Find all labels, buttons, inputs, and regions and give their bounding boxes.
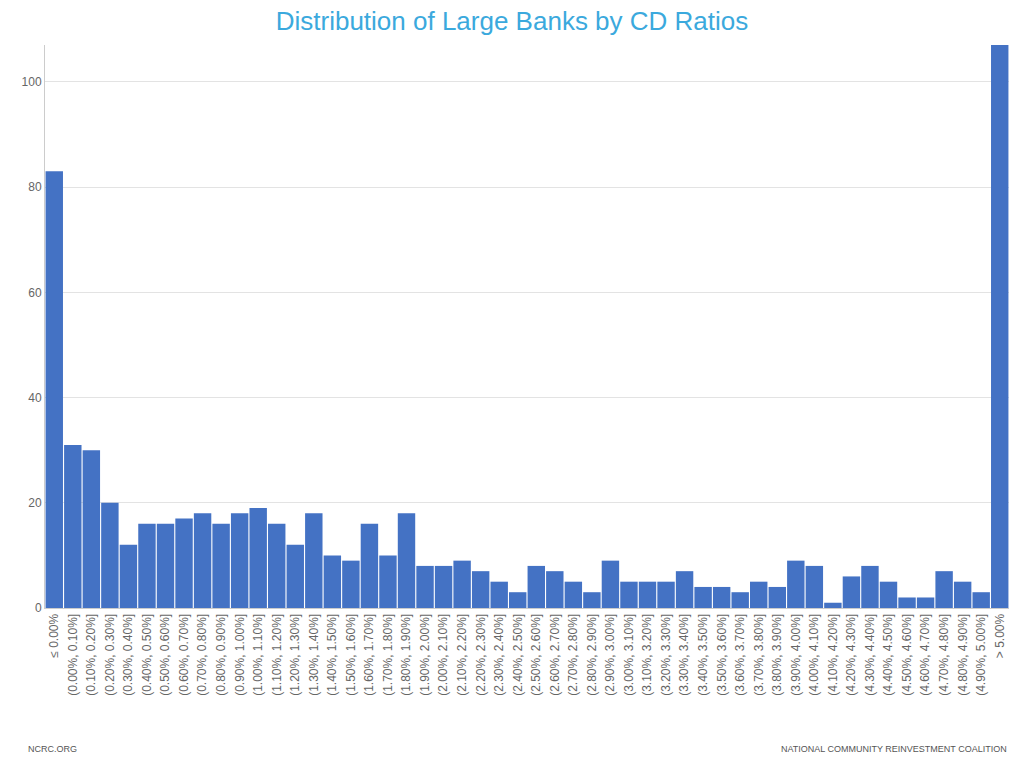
svg-text:(3.50%, 3.60%]: (3.50%, 3.60%] [715, 614, 729, 696]
svg-text:(4.80%, 4.90%]: (4.80%, 4.90%] [956, 614, 970, 696]
svg-text:(1.40%, 1.50%]: (1.40%, 1.50%] [325, 614, 339, 696]
svg-text:(1.90%, 2.00%]: (1.90%, 2.00%] [418, 614, 432, 696]
svg-text:(0.40%, 0.50%]: (0.40%, 0.50%] [140, 614, 154, 696]
svg-text:(3.80%, 3.90%]: (3.80%, 3.90%] [770, 614, 784, 696]
svg-text:(4.30%, 4.40%]: (4.30%, 4.40%] [863, 614, 877, 696]
svg-text:(0.60%, 0.70%]: (0.60%, 0.70%] [177, 614, 191, 696]
svg-text:(1.70%, 1.80%]: (1.70%, 1.80%] [381, 614, 395, 696]
svg-text:(2.30%, 2.40%]: (2.30%, 2.40%] [492, 614, 506, 696]
svg-text:(3.20%, 3.30%]: (3.20%, 3.30%] [659, 614, 673, 696]
svg-text:(1.20%, 1.30%]: (1.20%, 1.30%] [288, 614, 302, 696]
svg-text:(1.80%, 1.90%]: (1.80%, 1.90%] [399, 614, 413, 696]
svg-text:(0.30%, 0.40%]: (0.30%, 0.40%] [121, 614, 135, 696]
svg-text:(0.70%, 0.80%]: (0.70%, 0.80%] [195, 614, 209, 696]
svg-text:60: 60 [28, 286, 42, 300]
svg-text:(1.30%, 1.40%]: (1.30%, 1.40%] [307, 614, 321, 696]
svg-text:(3.10%, 3.20%]: (3.10%, 3.20%] [640, 614, 654, 696]
svg-text:(4.00%, 4.10%]: (4.00%, 4.10%] [807, 614, 821, 696]
svg-text:100: 100 [22, 75, 42, 89]
svg-text:(2.70%, 2.80%]: (2.70%, 2.80%] [566, 614, 580, 696]
svg-text:NATIONAL COMMUNITY REINVESTMEN: NATIONAL COMMUNITY REINVESTMENT COALITIO… [781, 744, 1007, 754]
svg-text:(3.30%, 3.40%]: (3.30%, 3.40%] [677, 614, 691, 696]
svg-text:(2.90%, 3.00%]: (2.90%, 3.00%] [603, 614, 617, 696]
svg-text:NCRC.ORG: NCRC.ORG [28, 744, 77, 754]
svg-text:(2.20%, 2.30%]: (2.20%, 2.30%] [474, 614, 488, 696]
svg-text:(2.00%, 2.10%]: (2.00%, 2.10%] [436, 614, 450, 696]
svg-text:(3.90%, 4.00%]: (3.90%, 4.00%] [789, 614, 803, 696]
svg-text:(4.50%, 4.60%]: (4.50%, 4.60%] [900, 614, 914, 696]
svg-text:80: 80 [28, 180, 42, 194]
svg-text:(1.00%, 1.10%]: (1.00%, 1.10%] [251, 614, 265, 696]
svg-text:0: 0 [35, 601, 42, 615]
svg-text:(3.60%, 3.70%]: (3.60%, 3.70%] [733, 614, 747, 696]
svg-text:(2.10%, 2.20%]: (2.10%, 2.20%] [455, 614, 469, 696]
svg-text:(1.50%, 1.60%]: (1.50%, 1.60%] [344, 614, 358, 696]
svg-text:(4.90%, 5.00%]: (4.90%, 5.00%] [974, 614, 988, 696]
svg-text:(2.50%, 2.60%]: (2.50%, 2.60%] [529, 614, 543, 696]
svg-text:(3.70%, 3.80%]: (3.70%, 3.80%] [752, 614, 766, 696]
svg-text:Distribution of Large Banks by: Distribution of Large Banks by CD Ratios [276, 6, 749, 36]
svg-text:> 5.00%: > 5.00% [993, 613, 1007, 658]
svg-text:(0.10%, 0.20%]: (0.10%, 0.20%] [84, 614, 98, 696]
svg-text:(4.60%, 4.70%]: (4.60%, 4.70%] [918, 614, 932, 696]
svg-text:(4.20%, 4.30%]: (4.20%, 4.30%] [844, 614, 858, 696]
svg-text:(2.40%, 2.50%]: (2.40%, 2.50%] [511, 614, 525, 696]
svg-text:(3.40%, 3.50%]: (3.40%, 3.50%] [696, 614, 710, 696]
svg-text:20: 20 [28, 496, 42, 510]
svg-text:(0.80%, 0.90%]: (0.80%, 0.90%] [214, 614, 228, 696]
svg-text:(1.10%, 1.20%]: (1.10%, 1.20%] [270, 614, 284, 696]
svg-text:40: 40 [28, 391, 42, 405]
svg-text:(0.90%, 1.00%]: (0.90%, 1.00%] [233, 614, 247, 696]
svg-text:(0.50%, 0.60%]: (0.50%, 0.60%] [158, 614, 172, 696]
svg-text:(4.10%, 4.20%]: (4.10%, 4.20%] [826, 614, 840, 696]
svg-text:(2.80%, 2.90%]: (2.80%, 2.90%] [585, 614, 599, 696]
svg-text:(3.00%, 3.10%]: (3.00%, 3.10%] [622, 614, 636, 696]
svg-text:(4.40%, 4.50%]: (4.40%, 4.50%] [881, 614, 895, 696]
svg-text:≤ 0.00%: ≤ 0.00% [47, 613, 61, 657]
svg-text:(1.60%, 1.70%]: (1.60%, 1.70%] [362, 614, 376, 696]
svg-text:(4.70%, 4.80%]: (4.70%, 4.80%] [937, 614, 951, 696]
svg-text:(0.20%, 0.30%]: (0.20%, 0.30%] [103, 614, 117, 696]
svg-text:(0.00%, 0.10%]: (0.00%, 0.10%] [66, 614, 80, 696]
svg-text:(2.60%, 2.70%]: (2.60%, 2.70%] [548, 614, 562, 696]
